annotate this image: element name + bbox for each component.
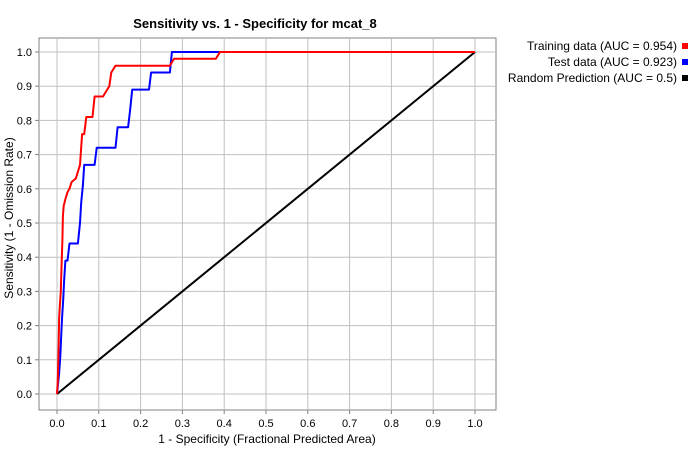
y-tick-label: 0.2 bbox=[17, 321, 32, 333]
x-axis-label: 1 - Specificity (Fractional Predicted Ar… bbox=[158, 432, 375, 446]
x-tick-label: 1.0 bbox=[467, 418, 482, 430]
legend-swatch bbox=[682, 43, 688, 49]
y-axis-label: Sensitivity (1 - Omission Rate) bbox=[2, 137, 16, 298]
legend-swatch bbox=[682, 59, 688, 65]
x-tick-label: 0.8 bbox=[384, 418, 399, 430]
legend-label: Random Prediction (AUC = 0.5) bbox=[508, 71, 677, 85]
y-tick-label: 0.3 bbox=[17, 286, 32, 298]
legend: Training data (AUC = 0.954) Test data (AU… bbox=[508, 39, 688, 85]
series-line-2 bbox=[56, 51, 476, 395]
x-axis-ticks: 0.0 0.1 0.2 0.3 0.4 0.5 0.6 0.7 0.8 0.9 1.0 bbox=[49, 410, 483, 430]
x-tick-label: 0.0 bbox=[49, 418, 64, 430]
x-tick-label: 0.6 bbox=[300, 418, 315, 430]
y-tick-label: 0.0 bbox=[17, 389, 32, 401]
y-tick-label: 1.0 bbox=[17, 47, 32, 59]
x-tick-label: 0.2 bbox=[133, 418, 148, 430]
legend-swatch bbox=[682, 75, 688, 81]
x-tick-label: 0.7 bbox=[342, 418, 357, 430]
legend-label: Test data (AUC = 0.923) bbox=[548, 55, 677, 69]
series-line-1 bbox=[56, 51, 475, 395]
y-tick-label: 0.4 bbox=[17, 252, 32, 264]
x-tick-label: 0.3 bbox=[175, 418, 190, 430]
series-line-0 bbox=[56, 51, 475, 395]
x-tick-label: 0.5 bbox=[258, 418, 273, 430]
series-lines bbox=[56, 51, 476, 395]
x-tick-label: 0.1 bbox=[91, 418, 106, 430]
y-tick-label: 0.9 bbox=[17, 81, 32, 93]
legend-label: Training data (AUC = 0.954) bbox=[527, 39, 677, 53]
y-tick-label: 0.7 bbox=[17, 150, 32, 162]
y-tick-label: 0.1 bbox=[17, 355, 32, 367]
y-axis-ticks: 0.0 0.1 0.2 0.3 0.4 0.5 0.6 0.7 0.8 0.9 1.0 bbox=[17, 47, 39, 401]
chart-title: Sensitivity vs. 1 - Specificity for mcat… bbox=[133, 16, 377, 31]
y-tick-label: 0.6 bbox=[17, 184, 32, 196]
x-tick-label: 0.4 bbox=[217, 418, 232, 430]
plot-area bbox=[38, 37, 497, 411]
y-tick-label: 0.5 bbox=[17, 218, 32, 230]
y-tick-label: 0.8 bbox=[17, 115, 32, 127]
x-tick-label: 0.9 bbox=[426, 418, 441, 430]
